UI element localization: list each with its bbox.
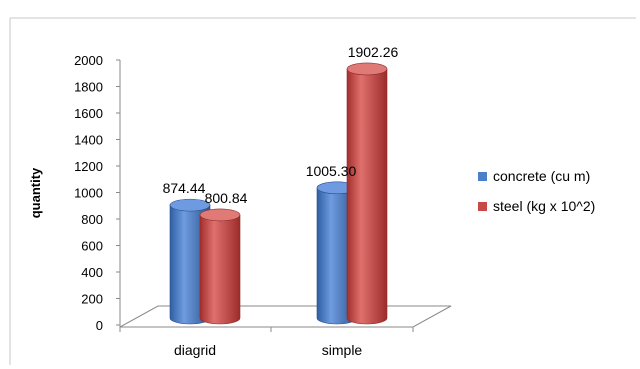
legend-label: concrete (cu m) <box>493 168 590 184</box>
data-label: 874.44 <box>163 180 206 196</box>
y-tick-label: 0 <box>96 318 103 333</box>
chart-floor <box>119 305 452 328</box>
bar-simple-steel <box>346 62 388 325</box>
category-labels: diagrid simple <box>119 327 414 358</box>
bar-top <box>199 208 241 222</box>
y-tick-label: 800 <box>81 212 103 227</box>
x-category-label: simple <box>322 342 363 358</box>
bars <box>169 62 388 325</box>
bar-diagrid-steel <box>199 208 241 325</box>
legend-item: steel (kg x 10^2) <box>478 198 595 214</box>
y-tick-label: 400 <box>81 265 103 280</box>
y-tick-label: 1600 <box>74 106 103 121</box>
data-label: 1902.26 <box>348 44 399 60</box>
bar-top <box>169 198 211 212</box>
legend-swatch <box>478 202 487 211</box>
y-tick-label: 2000 <box>74 53 103 68</box>
legend: concrete (cu m) steel (kg x 10^2) <box>478 168 595 214</box>
y-tick-label: 200 <box>81 292 103 307</box>
y-tick-label: 1400 <box>74 133 103 148</box>
x-category-label: diagrid <box>174 342 216 358</box>
legend-swatch <box>478 172 487 181</box>
legend-label: steel (kg x 10^2) <box>493 198 595 214</box>
bar-body <box>199 214 241 325</box>
bar-top <box>346 62 388 76</box>
y-axis-title: quantity <box>28 167 43 218</box>
y-tick-label: 600 <box>81 239 103 254</box>
y-tick-label: 1800 <box>74 80 103 95</box>
y-tick-label: 1000 <box>74 186 103 201</box>
data-label: 800.84 <box>205 190 248 206</box>
bar-body <box>346 68 388 325</box>
data-label: 1005.30 <box>306 163 357 179</box>
y-tick-label: 1200 <box>74 159 103 174</box>
y-axis-ticks: 0 200 400 600 800 1000 1200 1400 1600 1800 2000 <box>74 53 120 333</box>
legend-item: concrete (cu m) <box>478 168 590 184</box>
